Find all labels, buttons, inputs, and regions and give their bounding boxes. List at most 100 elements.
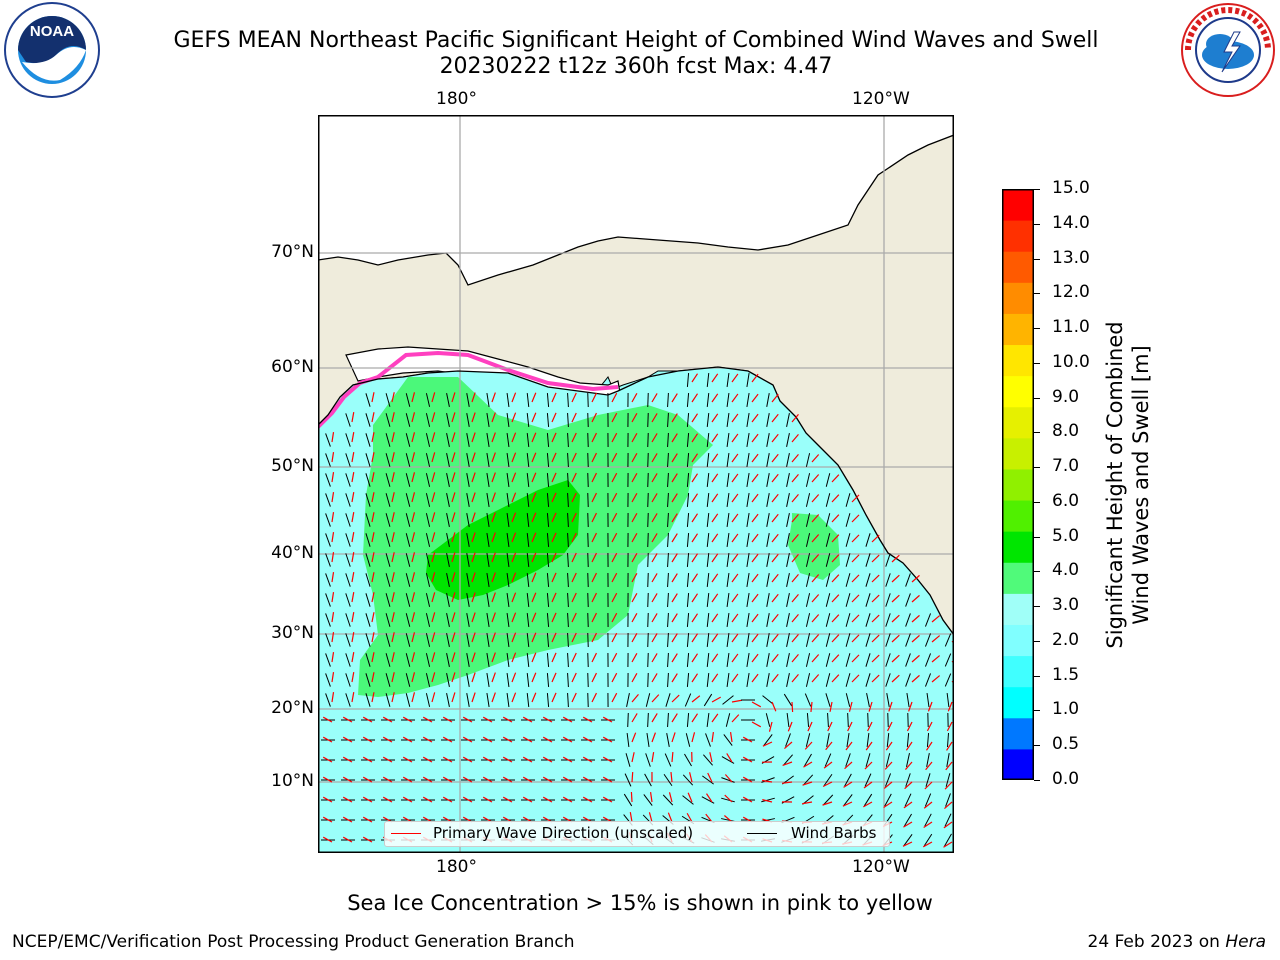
wind-barb bbox=[405, 413, 411, 427]
wind-barb bbox=[325, 693, 331, 707]
wind-barb bbox=[686, 532, 690, 548]
wind-barb bbox=[486, 593, 490, 607]
wave-direction-arrow bbox=[871, 634, 880, 643]
wave-direction-arrow bbox=[391, 512, 395, 523]
wind-barb bbox=[365, 593, 371, 607]
wind-barb bbox=[843, 794, 853, 806]
wind-barb bbox=[645, 753, 651, 767]
wind-barb bbox=[825, 493, 831, 507]
wave-direction-arrow bbox=[823, 761, 833, 769]
wave-direction-arrow bbox=[351, 552, 355, 563]
wave-direction-arrow bbox=[731, 653, 739, 663]
wind-barb bbox=[405, 613, 411, 627]
wind-barb bbox=[587, 512, 589, 528]
wind-barb bbox=[726, 672, 730, 688]
wave-direction-arrow bbox=[811, 514, 820, 523]
wave-direction-arrow bbox=[631, 752, 635, 763]
wave-direction-arrow bbox=[731, 473, 739, 483]
wind-barb bbox=[945, 793, 951, 807]
wind-barb bbox=[686, 472, 690, 488]
wave-direction-arrow bbox=[671, 732, 676, 743]
wind-barb bbox=[587, 532, 589, 548]
wind-barb bbox=[486, 553, 490, 567]
wind-barb bbox=[786, 513, 790, 527]
wind-barb bbox=[466, 513, 470, 527]
noaa-logo: NOAA bbox=[0, 0, 104, 104]
wave-direction-arrow bbox=[462, 756, 473, 763]
map-canvas bbox=[318, 115, 954, 853]
wind-barb bbox=[345, 593, 351, 607]
wave-direction-arrow bbox=[351, 492, 355, 503]
wind-barb bbox=[325, 553, 331, 567]
wind-barb bbox=[425, 393, 431, 407]
wave-direction-arrow bbox=[911, 634, 920, 643]
wind-barb bbox=[783, 754, 793, 766]
wave-direction-arrow bbox=[342, 776, 353, 783]
wind-barb bbox=[405, 633, 411, 647]
wind-barb bbox=[786, 473, 790, 487]
wave-direction-arrow bbox=[331, 692, 335, 703]
wind-barb bbox=[446, 393, 450, 407]
wind-barb bbox=[446, 633, 450, 647]
wind-barb bbox=[746, 473, 750, 487]
wave-direction-arrow bbox=[903, 821, 913, 828]
wave-direction-arrow bbox=[731, 393, 739, 403]
wind-barb bbox=[824, 753, 832, 767]
wave-direction-arrow bbox=[771, 613, 779, 623]
wind-barb bbox=[506, 432, 510, 448]
wind-barb bbox=[425, 433, 431, 447]
wave-direction-arrow bbox=[591, 452, 598, 463]
wave-direction-arrow bbox=[731, 613, 739, 623]
coastline bbox=[318, 366, 954, 636]
wave-direction-arrow bbox=[351, 532, 355, 543]
wind-barb bbox=[425, 513, 431, 527]
wind-barb bbox=[665, 693, 671, 707]
wind-barb bbox=[325, 493, 331, 507]
wind-barb bbox=[786, 433, 790, 447]
wave-direction-arrow bbox=[871, 614, 880, 623]
wave-direction-arrow bbox=[871, 654, 880, 663]
wave-direction-arrow bbox=[906, 721, 913, 732]
wave-direction-arrow bbox=[629, 812, 633, 823]
wind-barb bbox=[663, 773, 673, 787]
wind-barb bbox=[706, 412, 710, 428]
wave-direction-arrow bbox=[471, 452, 476, 463]
wave-direction-arrow bbox=[791, 433, 799, 443]
wave-direction-arrow bbox=[671, 653, 678, 663]
wave-direction-arrow bbox=[671, 533, 678, 543]
wave-direction-arrow bbox=[943, 841, 953, 848]
wind-barb bbox=[684, 693, 692, 707]
wave-direction-arrow bbox=[531, 572, 537, 583]
wave-direction-arrow bbox=[631, 771, 634, 783]
wave-direction-arrow bbox=[709, 752, 713, 763]
wave-direction-arrow bbox=[831, 534, 840, 543]
wave-direction-arrow bbox=[351, 612, 355, 623]
wind-barb bbox=[706, 572, 710, 588]
wave-direction-arrow bbox=[591, 512, 598, 523]
wave-direction-arrow bbox=[651, 673, 658, 683]
wave-direction-arrow bbox=[531, 632, 537, 643]
wind-barb bbox=[865, 633, 871, 647]
wave-direction-arrow bbox=[691, 593, 699, 603]
wave-direction-arrow bbox=[371, 452, 375, 463]
wave-direction-arrow bbox=[908, 701, 913, 712]
wave-direction-arrow bbox=[322, 796, 333, 803]
wind-barb bbox=[905, 633, 911, 647]
wave-direction-arrow bbox=[868, 701, 873, 712]
wind-barb bbox=[526, 452, 530, 468]
wind-barb bbox=[385, 393, 391, 407]
wind-barb bbox=[526, 692, 530, 708]
wave-direction-arrow bbox=[791, 673, 799, 683]
wave-direction-arrow bbox=[651, 593, 658, 603]
wave-direction-arrow bbox=[771, 673, 779, 683]
wave-direction-arrow bbox=[631, 452, 638, 463]
wind-barb bbox=[686, 652, 690, 668]
wave-direction-arrow bbox=[651, 633, 658, 643]
wave-direction-arrow bbox=[845, 741, 853, 751]
wave-direction-arrow bbox=[711, 513, 719, 523]
wave-direction-arrow bbox=[502, 716, 513, 723]
wave-direction-arrow bbox=[582, 716, 593, 723]
wave-direction-arrow bbox=[802, 781, 813, 786]
wave-direction-arrow bbox=[924, 781, 933, 790]
wave-direction-arrow bbox=[322, 756, 333, 763]
